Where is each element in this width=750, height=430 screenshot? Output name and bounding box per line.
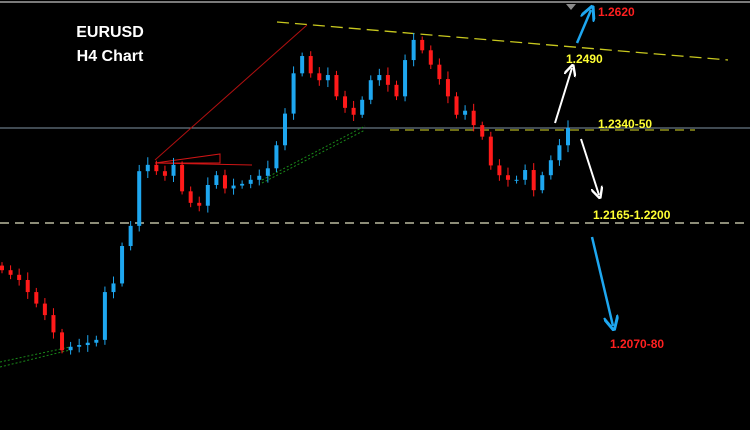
- candle-bearish: [0, 265, 4, 271]
- candle-bearish: [454, 96, 459, 115]
- candle-bearish: [8, 270, 13, 275]
- target-low-label: 1.2070-80: [610, 337, 665, 351]
- candle-bearish: [420, 39, 425, 51]
- candle-bearish: [222, 175, 227, 189]
- candle-bullish: [463, 110, 468, 115]
- candle-bullish: [231, 185, 236, 189]
- candle-bearish: [154, 164, 159, 172]
- candle-bearish: [42, 303, 47, 316]
- candle-bullish: [540, 175, 545, 191]
- chart-subtitle: H4 Chart: [76, 48, 144, 65]
- candle-bullish: [368, 80, 373, 100]
- candle-bullish: [68, 346, 73, 351]
- candle-bullish: [257, 175, 262, 180]
- candle-bearish: [25, 279, 30, 293]
- shift-marker-icon: [566, 4, 576, 10]
- candle-bullish: [300, 56, 305, 74]
- candle-bullish: [411, 39, 416, 61]
- candle-bullish: [325, 75, 330, 81]
- resistance-trendline: [276, 21, 729, 61]
- candle-bullish: [85, 342, 90, 346]
- candle-bearish: [428, 50, 433, 65]
- candle-bearish: [60, 332, 65, 351]
- green-dotted-trendline: [261, 129, 366, 184]
- down-arrow-icon: [580, 138, 599, 195]
- candle-bullish: [137, 171, 142, 226]
- candle-bearish: [317, 73, 322, 81]
- candle-bearish: [394, 84, 399, 97]
- support-label: 1.2165-1.2200: [593, 208, 671, 222]
- candle-bearish: [488, 136, 493, 166]
- candle-bullish: [548, 160, 553, 176]
- candle-bearish: [437, 64, 442, 80]
- candle-bearish: [531, 170, 536, 191]
- candle-bearish: [480, 125, 485, 137]
- candle-bullish: [111, 283, 116, 293]
- green-dotted-trendline: [0, 349, 71, 368]
- candle-bullish: [523, 170, 528, 180]
- candle-bullish: [283, 113, 287, 146]
- pivot-label: 1.2340-50: [598, 117, 653, 131]
- candle-bearish: [197, 202, 202, 206]
- candle-bullish: [274, 145, 279, 169]
- resistance-label: 1.2490: [566, 52, 603, 66]
- candle-bearish: [497, 165, 502, 176]
- candle-bearish: [351, 107, 356, 115]
- candle-bearish: [471, 110, 476, 126]
- candle-bullish: [566, 128, 570, 146]
- target-high-label: 1.2620: [598, 5, 635, 19]
- chart-title: EURUSD: [76, 24, 144, 41]
- candle-bullish: [77, 345, 82, 347]
- candle-bullish: [145, 164, 150, 172]
- candle-bullish: [94, 339, 99, 343]
- candle-bearish: [162, 171, 167, 176]
- candle-bearish: [188, 191, 193, 203]
- candle-bullish: [403, 60, 408, 97]
- up-arrow-icon: [575, 10, 591, 44]
- candle-bullish: [514, 179, 519, 181]
- candle-bullish: [248, 179, 253, 184]
- red-pattern-lines: [154, 153, 253, 166]
- up-arrow-icon: [554, 68, 572, 124]
- candle-bearish: [180, 164, 185, 192]
- candle-bearish: [505, 175, 510, 180]
- green-dotted-trendline: [261, 125, 366, 181]
- candle-bullish: [291, 73, 296, 114]
- candle-bearish: [17, 274, 22, 280]
- candle-bullish: [128, 225, 133, 247]
- candle-bearish: [445, 79, 450, 97]
- candle-bearish: [343, 96, 348, 108]
- candle-bullish: [265, 168, 270, 176]
- down-arrow-icon: [590, 236, 613, 326]
- red-trendline: [154, 24, 308, 161]
- candle-bullish: [120, 246, 125, 284]
- candle-bearish: [51, 315, 56, 333]
- candle-bullish: [377, 75, 382, 81]
- candle-bearish: [34, 292, 39, 304]
- candle-bullish: [205, 184, 210, 206]
- candle-bearish: [334, 75, 339, 97]
- candle-bearish: [385, 75, 390, 85]
- candle-bullish: [360, 99, 365, 115]
- candle-bullish: [102, 292, 107, 340]
- candles-group: [0, 33, 570, 355]
- candle-bullish: [214, 175, 219, 185]
- candle-bullish: [240, 183, 245, 186]
- candle-bearish: [308, 56, 313, 74]
- candle-bullish: [557, 145, 562, 161]
- green-dotted-trendline: [0, 346, 71, 363]
- candle-bullish: [171, 164, 176, 176]
